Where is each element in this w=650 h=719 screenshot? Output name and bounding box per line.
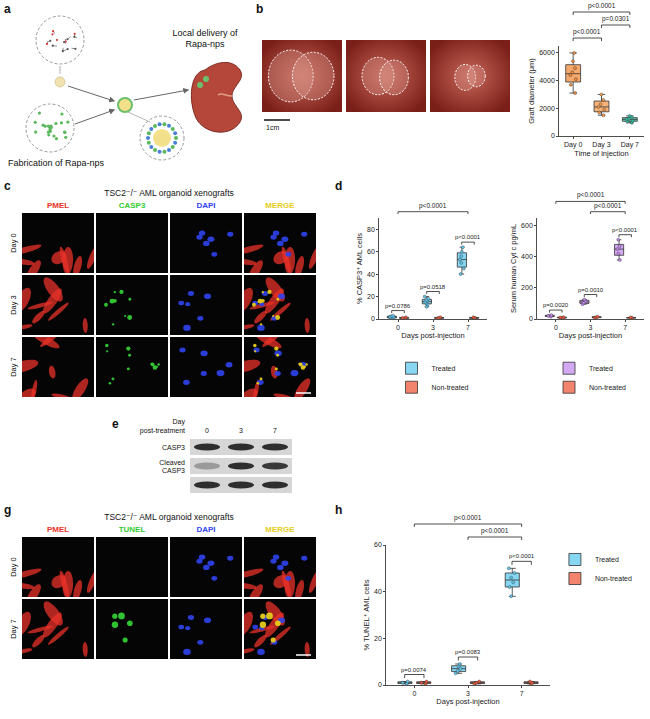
- svg-text:p<0.0001: p<0.0001: [509, 553, 535, 559]
- svg-text:TSC2⁻/⁻ AML organoid xenograft: TSC2⁻/⁻ AML organoid xenografts: [104, 512, 234, 522]
- svg-text:0: 0: [529, 315, 533, 322]
- svg-text:0: 0: [554, 324, 558, 331]
- svg-text:d: d: [335, 179, 342, 193]
- svg-text:p=0.0083: p=0.0083: [455, 649, 481, 655]
- svg-text:post-treatment: post-treatment: [140, 427, 185, 435]
- svg-text:Non-treated: Non-treated: [589, 384, 626, 391]
- svg-text:Days post-injection: Days post-injection: [436, 697, 499, 706]
- svg-text:Treated: Treated: [595, 556, 619, 563]
- svg-text:40: 40: [374, 588, 382, 595]
- svg-text:p<0.0001: p<0.0001: [588, 2, 616, 10]
- svg-text:Day: Day: [173, 418, 186, 426]
- svg-text:p<0.0001: p<0.0001: [594, 202, 622, 210]
- svg-text:Treated: Treated: [432, 365, 456, 372]
- svg-text:Non-treated: Non-treated: [595, 575, 632, 582]
- svg-text:p=0.0074: p=0.0074: [401, 667, 427, 673]
- svg-text:MERGE: MERGE: [265, 201, 295, 210]
- svg-text:0: 0: [371, 315, 375, 322]
- svg-text:e: e: [112, 417, 119, 431]
- svg-text:p=0.0020: p=0.0020: [543, 302, 569, 308]
- svg-text:0: 0: [412, 690, 416, 697]
- svg-text:7: 7: [623, 324, 627, 331]
- svg-text:3: 3: [589, 324, 593, 331]
- svg-text:0: 0: [378, 681, 382, 688]
- svg-text:3: 3: [239, 427, 243, 434]
- svg-text:p<0.0001: p<0.0001: [454, 514, 482, 522]
- svg-text:p<0.0001: p<0.0001: [577, 191, 605, 199]
- svg-text:0: 0: [551, 132, 555, 139]
- svg-text:Day 0: Day 0: [9, 233, 18, 253]
- svg-text:Treated: Treated: [589, 365, 613, 372]
- svg-text:Cleaved: Cleaved: [159, 459, 185, 466]
- svg-text:4000: 4000: [539, 77, 555, 84]
- svg-text:3: 3: [466, 690, 470, 697]
- svg-text:Day 3: Day 3: [9, 295, 18, 315]
- svg-text:p=0.0301: p=0.0301: [602, 15, 630, 23]
- svg-text:600: 600: [521, 222, 533, 229]
- svg-text:Day 7: Day 7: [621, 141, 639, 149]
- svg-text:DAPI: DAPI: [196, 525, 215, 534]
- svg-text:3: 3: [431, 324, 435, 331]
- svg-text:60: 60: [367, 248, 375, 255]
- svg-text:b: b: [256, 2, 263, 16]
- svg-text:0: 0: [205, 427, 209, 434]
- svg-text:7: 7: [466, 324, 470, 331]
- svg-text:p=0.0010: p=0.0010: [578, 287, 604, 293]
- svg-text:Local delivery of: Local delivery of: [172, 28, 238, 38]
- svg-text:Serum human Cyt c pg/mL: Serum human Cyt c pg/mL: [509, 224, 518, 313]
- svg-text:Day 7: Day 7: [9, 619, 18, 639]
- svg-text:7: 7: [273, 427, 277, 434]
- svg-text:7: 7: [520, 690, 524, 697]
- svg-text:PMEL: PMEL: [47, 525, 69, 534]
- svg-text:40: 40: [367, 271, 375, 278]
- svg-text:a: a: [4, 2, 11, 16]
- svg-text:CASP3: CASP3: [162, 444, 185, 451]
- svg-text:p<0.0001: p<0.0001: [612, 227, 638, 233]
- svg-text:Day 0: Day 0: [9, 557, 18, 577]
- svg-text:MERGE: MERGE: [265, 525, 295, 534]
- svg-text:200: 200: [521, 284, 533, 291]
- svg-text:Time of injection: Time of injection: [574, 149, 628, 158]
- svg-text:Day 7: Day 7: [9, 357, 18, 377]
- svg-text:Days post-injection: Days post-injection: [559, 331, 622, 340]
- svg-text:p<0.0001: p<0.0001: [573, 28, 601, 36]
- svg-text:TSC2⁻/⁻ AML organoid xenograft: TSC2⁻/⁻ AML organoid xenografts: [104, 188, 234, 198]
- svg-text:CASP3: CASP3: [162, 467, 185, 474]
- svg-text:p=0.0518: p=0.0518: [420, 284, 446, 290]
- svg-text:Rapa-nps: Rapa-nps: [185, 39, 225, 49]
- svg-text:p=0.0786: p=0.0786: [385, 303, 411, 309]
- svg-text:Fabrication of Rapa-nps: Fabrication of Rapa-nps: [8, 158, 105, 168]
- svg-text:60: 60: [374, 541, 382, 548]
- svg-text:PMEL: PMEL: [47, 201, 69, 210]
- svg-text:g: g: [4, 503, 11, 517]
- svg-text:Days post-injection: Days post-injection: [401, 331, 464, 340]
- svg-text:2000: 2000: [539, 105, 555, 112]
- svg-text:p<0.0001: p<0.0001: [481, 527, 509, 535]
- svg-text:1cm: 1cm: [266, 124, 279, 131]
- svg-text:% CASP3⁺ AML cells: % CASP3⁺ AML cells: [355, 233, 364, 304]
- svg-text:20: 20: [374, 635, 382, 642]
- svg-text:p<0.0001: p<0.0001: [455, 234, 481, 240]
- svg-text:Day 3: Day 3: [592, 141, 610, 149]
- svg-text:CASP3: CASP3: [119, 201, 146, 210]
- svg-text:20: 20: [367, 293, 375, 300]
- svg-text:400: 400: [521, 253, 533, 260]
- svg-text:0: 0: [396, 324, 400, 331]
- svg-text:6000: 6000: [539, 49, 555, 56]
- svg-text:80: 80: [367, 226, 375, 233]
- svg-text:p<0.0001: p<0.0001: [419, 202, 447, 210]
- svg-text:c: c: [4, 179, 11, 193]
- svg-text:Day 0: Day 0: [564, 141, 582, 149]
- svg-text:Non-treated: Non-treated: [432, 384, 469, 391]
- svg-text:TUNEL: TUNEL: [119, 525, 146, 534]
- svg-text:Graft diameter (μm): Graft diameter (μm): [527, 58, 536, 124]
- svg-text:DAPI: DAPI: [196, 201, 215, 210]
- svg-text:h: h: [335, 503, 342, 517]
- svg-text:% TUNEL⁺ AML cells: % TUNEL⁺ AML cells: [362, 579, 371, 650]
